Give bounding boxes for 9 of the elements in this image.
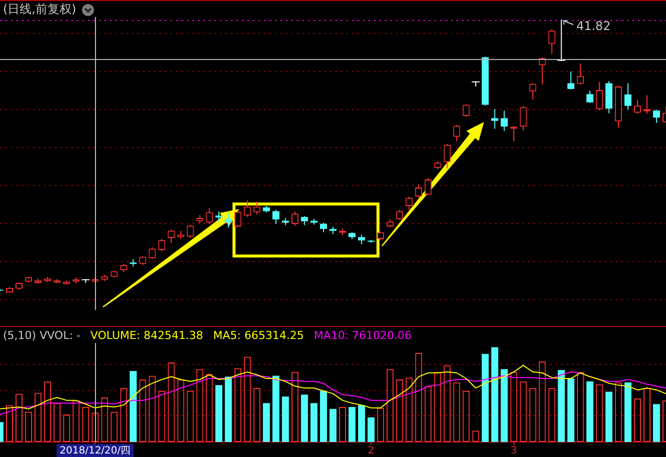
x-tick-label: 3 [510, 446, 517, 457]
chart-title: (日线,前复权) [3, 2, 76, 16]
text: MA5: 665314.25 [213, 328, 304, 342]
x-tick-label: 2 [368, 446, 374, 457]
text: VOLUME: 842541.38 [90, 328, 204, 342]
x-tick-label: 2018/12/20/四 [60, 446, 131, 457]
annotation: 41.82 [576, 18, 611, 33]
text: MA10: 761020.06 [314, 328, 412, 342]
chart-title: (5,10) VVOL: - [3, 328, 80, 342]
